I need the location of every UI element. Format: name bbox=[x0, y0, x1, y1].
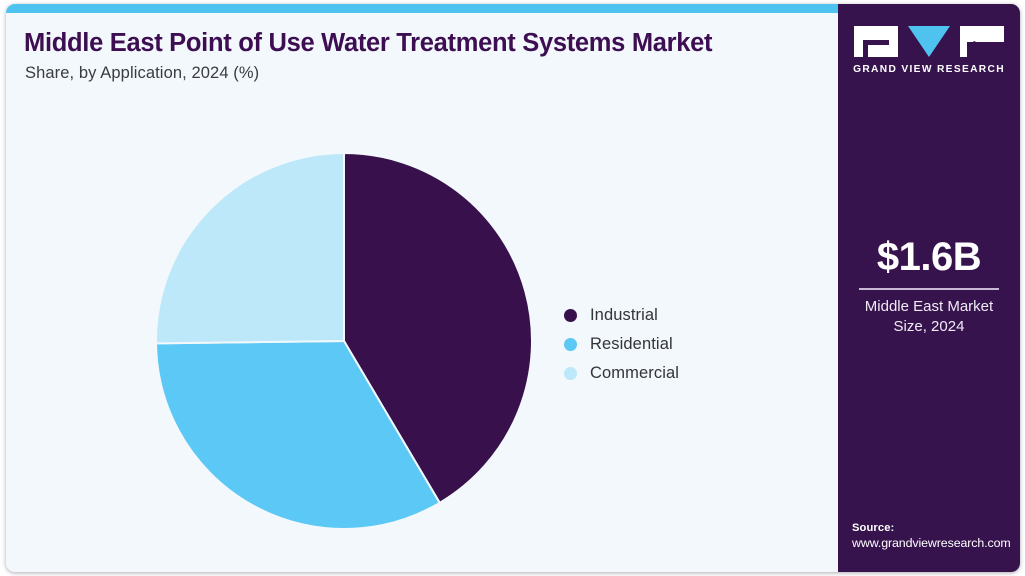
market-size-stat: $1.6B Middle East Market Size, 2024 bbox=[838, 236, 1020, 337]
logo-wordmark: GRAND VIEW RESEARCH bbox=[853, 64, 1005, 75]
stat-caption: Middle East Market Size, 2024 bbox=[838, 297, 1020, 338]
legend-swatch-icon bbox=[564, 338, 577, 351]
legend-item-label: Residential bbox=[590, 335, 673, 353]
pie-chart bbox=[149, 146, 539, 536]
legend-item-label: Industrial bbox=[590, 306, 658, 324]
source-block: Source: www.grandviewresearch.com bbox=[852, 522, 1020, 550]
stat-caption-line2: Size, 2024 bbox=[893, 317, 965, 335]
grand-view-research-logo-icon bbox=[854, 26, 1004, 57]
source-url[interactable]: www.grandviewresearch.com bbox=[852, 536, 1011, 550]
chart-panel: Middle East Point of Use Water Treatment… bbox=[6, 13, 838, 572]
source-label: Source: bbox=[852, 522, 895, 534]
logo-glyphs-icon bbox=[854, 26, 1004, 57]
page-title: Middle East Point of Use Water Treatment… bbox=[24, 29, 713, 57]
stat-caption-line1: Middle East Market bbox=[864, 297, 994, 315]
pie-chart-svg bbox=[154, 151, 533, 531]
chart-legend: Industrial Residential Commercial bbox=[564, 301, 784, 388]
legend-item-commercial[interactable]: Commercial bbox=[564, 359, 784, 388]
pie-slice-industrial[interactable] bbox=[343, 151, 533, 505]
page-subtitle: Share, by Application, 2024 (%) bbox=[25, 64, 260, 82]
pie-slice-residential[interactable] bbox=[154, 339, 442, 531]
pie-slice-commercial[interactable] bbox=[155, 151, 345, 345]
legend-swatch-icon bbox=[564, 309, 577, 322]
legend-item-residential[interactable]: Residential bbox=[564, 330, 784, 359]
stat-value: $1.6B bbox=[876, 235, 982, 279]
logo-block: GRAND VIEW RESEARCH bbox=[838, 26, 1020, 75]
legend-item-industrial[interactable]: Industrial bbox=[564, 301, 784, 330]
legend-item-label: Commercial bbox=[590, 364, 680, 382]
stat-divider bbox=[859, 288, 999, 290]
legend-swatch-icon bbox=[564, 367, 577, 380]
brand-sidebar: GRAND VIEW RESEARCH $1.6B Middle East Ma… bbox=[838, 4, 1020, 572]
top-accent-bar bbox=[6, 4, 838, 13]
infographic-card: Middle East Point of Use Water Treatment… bbox=[6, 4, 1020, 572]
